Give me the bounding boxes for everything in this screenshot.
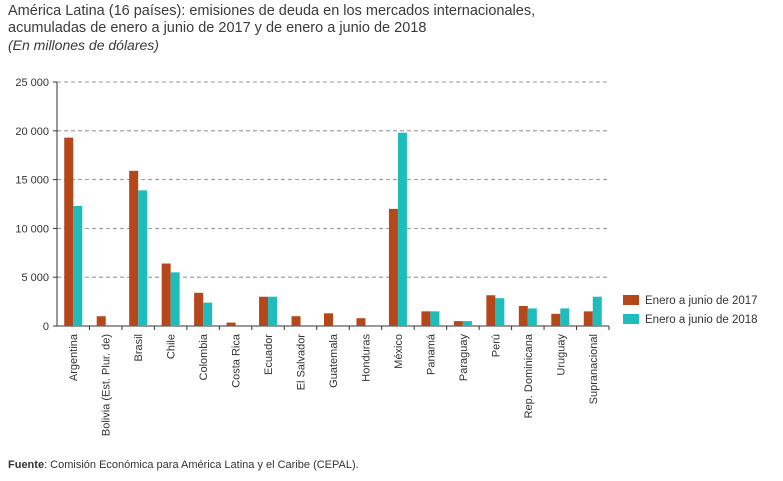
bar-2018 [430,311,440,326]
bar-2017 [453,321,463,326]
source-label: Fuente [8,459,45,471]
x-category-label: Guatemala [328,333,340,388]
y-tick-label: 5 000 [21,272,49,284]
bar-2017 [388,208,398,326]
x-category-label: Supranacional [588,334,600,404]
bar-2018 [495,298,505,326]
x-category-label: Paraguay [458,334,470,382]
x-category-label: El Salvador [296,334,308,391]
x-category-label: Rep. Dominicana [523,333,535,418]
bar-2017 [64,137,74,326]
source-note: Fuente: Comisión Económica para América … [8,459,359,471]
x-category-label: Honduras [360,334,372,382]
y-tick-label: 20 000 [15,126,49,138]
legend-label: Enero a junio de 2018 [645,314,758,326]
source-text: : Comisión Económica para América Latina… [44,459,359,471]
chart-title-line-2: acumuladas de enero a junio de 2017 y de… [8,20,427,36]
bar-2018 [73,205,83,326]
y-tick-label: 25 000 [15,77,49,89]
x-category-label: Chile [166,334,178,359]
x-category-label: Perú [490,334,502,357]
chart-title-line-1: América Latina (16 países): emisiones de… [8,3,536,19]
x-category-label: Uruguay [555,334,567,376]
y-tick-label: 10 000 [15,223,49,235]
chart-title-block: América Latina (16 países): emisiones de… [8,3,708,54]
x-category-label: Bolivia (Est. Plur. de) [101,334,113,436]
bar-2017 [291,316,301,326]
x-category-label: Brasil [133,334,145,362]
y-tick-label: 15 000 [15,175,49,187]
bar-2018 [592,296,602,326]
legend-swatch [623,295,639,305]
y-tick-label: 0 [43,321,49,333]
legend-swatch [623,314,639,324]
x-category-label: México [393,334,405,369]
bar-2017 [129,170,139,326]
bar-2018 [138,190,148,326]
bar-2018 [462,321,472,326]
bar-2018 [560,308,570,326]
chart-subtitle: (En millones de dólares) [8,37,159,53]
bar-2018 [170,272,180,326]
bar-2017 [96,316,106,326]
bar-2017 [194,292,204,326]
bar-2018 [268,296,278,326]
x-category-label: Colombia [198,333,210,380]
legend-label: Enero a junio de 2017 [645,295,758,307]
bar-2017 [421,311,431,326]
bar-2018 [527,308,537,326]
bar-2017 [161,263,171,326]
bar-2017 [356,318,366,326]
x-category-label: Costa Rica [231,333,243,388]
x-category-label: Ecuador [263,334,275,375]
bar-2017 [324,313,333,326]
bar-2017 [226,322,236,326]
bar-2017 [518,305,528,326]
bar-2017 [551,313,561,326]
x-category-label: Argentina [68,333,80,381]
bar-2017 [486,295,496,326]
bar-2018 [397,132,407,326]
bar-2017 [259,296,269,326]
bar-2018 [203,302,213,326]
x-category-label: Panamá [425,333,437,375]
bar-2017 [583,311,593,326]
